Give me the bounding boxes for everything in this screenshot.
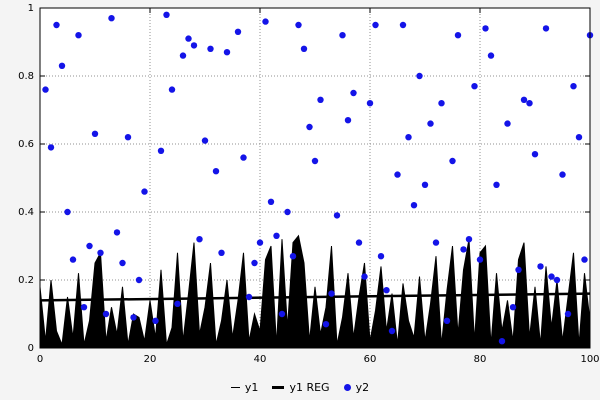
plot-border [39, 7, 591, 349]
y1-reg-line-marker-icon [272, 386, 285, 389]
svg-text:20: 20 [144, 354, 157, 365]
svg-text:1: 1 [28, 3, 34, 14]
legend-item-y1: y1 [230, 381, 259, 394]
svg-text:0.6: 0.6 [18, 139, 34, 150]
legend: y1 y1 REG y2 [0, 381, 600, 394]
series-y2-scatter [42, 11, 594, 345]
legend-label-y1: y1 [244, 381, 259, 394]
y2-dot-marker-icon [343, 384, 351, 391]
plot-area: 0 20 40 60 80 100 0 0.2 0.4 0.6 0.8 1 [18, 3, 600, 365]
svg-text:0: 0 [37, 354, 43, 365]
svg-text:0.4: 0.4 [18, 207, 34, 218]
svg-text:60: 60 [364, 354, 377, 365]
x-tick-labels: 0 20 40 60 80 100 [37, 354, 600, 365]
legend-label-y2: y2 [355, 381, 370, 394]
legend-label-y1-reg: y1 REG [289, 381, 330, 394]
svg-text:0.2: 0.2 [18, 275, 34, 286]
legend-item-y2: y2 [343, 381, 370, 394]
svg-text:100: 100 [580, 354, 599, 365]
y-tick-labels: 0 0.2 0.4 0.6 0.8 1 [18, 3, 34, 354]
svg-text:40: 40 [254, 354, 267, 365]
tick-marks [39, 7, 591, 349]
legend-item-y1-reg: y1 REG [272, 381, 330, 394]
svg-text:0: 0 [28, 343, 34, 354]
svg-text:80: 80 [474, 354, 487, 365]
series-y1-reg-line [39, 292, 591, 302]
svg-text:0.8: 0.8 [18, 71, 34, 82]
y1-line-marker-icon [230, 387, 240, 388]
series-y1-area [39, 234, 591, 349]
